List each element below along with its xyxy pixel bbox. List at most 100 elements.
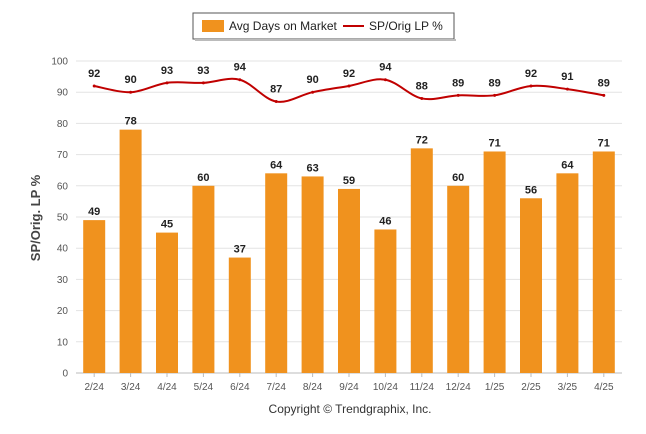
legend: Avg Days on Market SP/Orig LP %	[192, 12, 456, 41]
line-point	[420, 96, 424, 100]
x-axis-ticks: 2/24 3/24 4/24 5/24 6/24 7/24 8/24 9/24 10/24 11/…	[84, 373, 614, 393]
y-axis-label: SP/Orig. LP %	[28, 174, 43, 261]
line-data-label: 88	[416, 80, 428, 92]
bar-data-label: 60	[452, 172, 464, 184]
x-tick-label: 12/24	[446, 382, 471, 393]
legend-swatch-bar	[202, 20, 224, 32]
series-line	[94, 77, 604, 103]
bar-data-label: 78	[124, 116, 136, 128]
bar-data-labels: 49 78 45 60 37 64 63 59 46 72 60 71 56 64 71	[88, 116, 610, 256]
y-tick-label: 100	[51, 57, 68, 68]
line-series	[92, 77, 606, 104]
y-tick-label: 40	[57, 244, 69, 255]
line-point	[565, 87, 569, 91]
bar	[156, 232, 178, 373]
bar-data-label: 64	[561, 159, 574, 171]
line-data-label: 89	[598, 77, 610, 89]
bar-data-label: 46	[379, 215, 391, 227]
y-tick-label: 20	[57, 306, 69, 317]
legend-box	[192, 12, 455, 40]
y-tick-label: 60	[57, 181, 69, 192]
x-tick-label: 4/24	[157, 382, 177, 393]
bar-data-label: 49	[88, 206, 100, 218]
line-point	[274, 100, 278, 104]
line-point	[92, 84, 96, 88]
x-tick-label: 3/25	[558, 382, 578, 393]
x-tick-label: 11/24	[410, 382, 435, 393]
bar-data-label: 64	[270, 159, 283, 171]
x-tick-label: 7/24	[266, 382, 286, 393]
line-data-label: 94	[379, 62, 392, 74]
y-tick-label: 10	[57, 337, 69, 348]
y-tick-label: 90	[57, 88, 69, 99]
line-point	[383, 78, 387, 82]
x-tick-label: 4/25	[594, 382, 614, 393]
line-point	[201, 81, 205, 85]
bar	[301, 176, 324, 373]
line-point	[456, 93, 460, 97]
bar-data-label: 45	[161, 219, 173, 231]
line-data-label: 90	[124, 74, 136, 86]
bar	[192, 185, 215, 373]
x-tick-label: 6/24	[230, 382, 250, 393]
x-tick-label: 2/24	[84, 382, 104, 393]
y-tick-label: 70	[57, 150, 69, 161]
bar	[483, 151, 506, 373]
line-point	[493, 93, 497, 97]
line-point	[129, 90, 133, 94]
y-tick-label: 0	[62, 369, 68, 380]
bar-data-label: 56	[525, 184, 537, 196]
bar	[592, 151, 615, 373]
line-data-label: 93	[161, 65, 173, 77]
bar	[410, 148, 433, 373]
line-data-label: 89	[452, 77, 464, 89]
line-data-label: 91	[561, 71, 573, 83]
y-axis-ticks: 0 10 20 30 40 50 60 70 80 90 100	[51, 57, 68, 380]
legend-label-bar: Avg Days on Market	[229, 19, 337, 33]
bar-data-label: 71	[598, 137, 610, 149]
bar	[556, 173, 579, 373]
line-point	[165, 81, 169, 85]
bar-data-label: 71	[488, 137, 500, 149]
bar-series	[83, 129, 615, 373]
line-point	[311, 90, 315, 94]
y-tick-label: 50	[57, 213, 69, 224]
bar	[520, 198, 542, 373]
legend-shadow	[195, 39, 456, 41]
bar	[119, 129, 142, 373]
line-point	[529, 84, 533, 88]
x-tick-label: 1/25	[485, 382, 505, 393]
bar	[83, 220, 106, 373]
line-data-label: 92	[88, 68, 100, 80]
x-tick-label: 2/25	[521, 382, 541, 393]
line-data-label: 89	[488, 77, 500, 89]
x-tick-label: 10/24	[373, 382, 398, 393]
line-data-label: 90	[306, 74, 318, 86]
bar	[228, 257, 251, 373]
bar-data-label: 72	[416, 134, 428, 146]
x-tick-label: 9/24	[339, 382, 359, 393]
bar-data-label: 37	[234, 244, 246, 256]
line-point	[238, 78, 242, 82]
bar-data-label: 59	[343, 175, 355, 187]
x-tick-label: 3/24	[121, 382, 141, 393]
bar	[265, 173, 288, 373]
bar-data-label: 60	[197, 172, 209, 184]
bar	[447, 185, 470, 373]
bar-data-label: 63	[306, 162, 318, 174]
bar	[338, 188, 360, 373]
line-data-label: 93	[197, 65, 209, 77]
copyright-footer: Copyright © Trendgraphix, Inc.	[269, 402, 432, 416]
line-data-labels: 92 90 93 93 94 87 90 92 94 88 89 89 92 91 89	[88, 62, 610, 96]
line-point	[347, 84, 351, 88]
line-point	[602, 93, 606, 97]
x-tick-label: 8/24	[303, 382, 323, 393]
legend-label-line: SP/Orig LP %	[369, 19, 443, 33]
line-data-label: 92	[525, 68, 537, 80]
x-tick-label: 5/24	[194, 382, 214, 393]
line-data-label: 87	[270, 84, 282, 96]
y-tick-label: 30	[57, 275, 69, 286]
bar	[374, 229, 397, 373]
y-tick-label: 80	[57, 119, 69, 130]
